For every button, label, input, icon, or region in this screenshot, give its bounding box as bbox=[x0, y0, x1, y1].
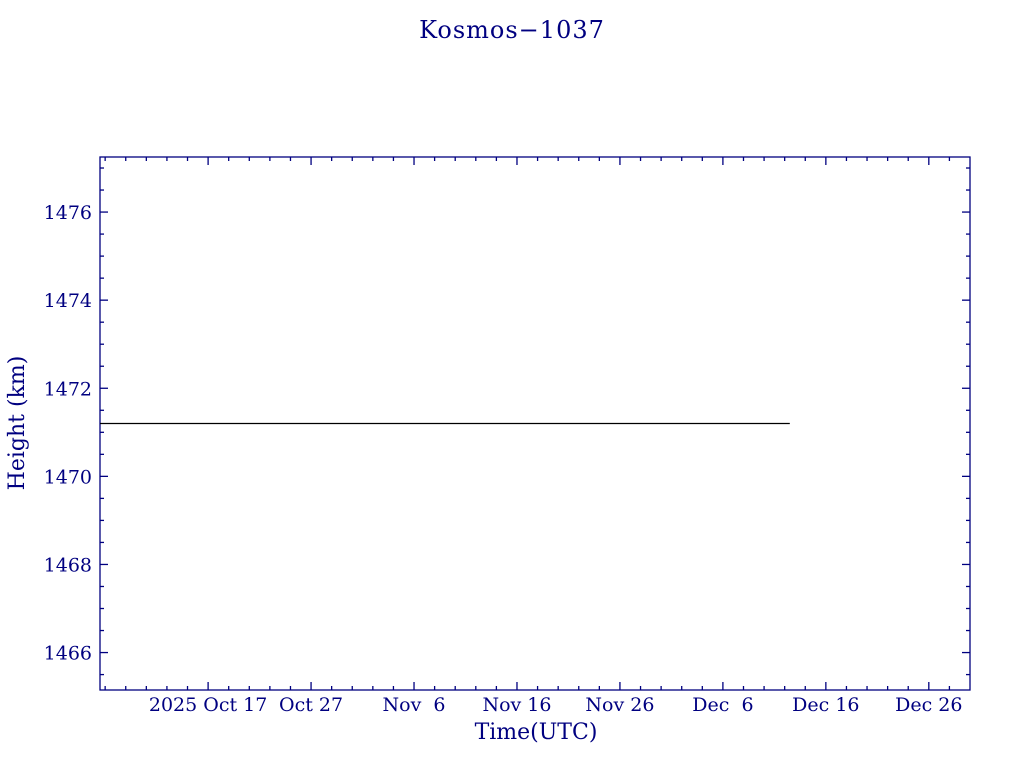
y-tick-label: 1468 bbox=[44, 554, 92, 576]
y-axis-label: Height (km) bbox=[5, 356, 30, 491]
y-tick-label: 1470 bbox=[44, 466, 92, 488]
x-tick-label: 2025 Oct 17 bbox=[149, 694, 267, 716]
x-axis-label: Time(UTC) bbox=[475, 720, 598, 745]
plot-box: 2025 Oct 17 Oct 27 Nov 6 Nov 16 Nov 26 Dec 6 D… bbox=[44, 156, 971, 716]
chart-title: Kosmos−1037 bbox=[419, 16, 605, 44]
y-tick-label: 1466 bbox=[44, 643, 92, 665]
x-tick-label: Nov 26 bbox=[585, 694, 654, 716]
y-tick-label: 1476 bbox=[44, 202, 92, 224]
x-tick-label: Oct 27 bbox=[279, 694, 343, 716]
x-tick-label: Nov 16 bbox=[482, 694, 551, 716]
y-tick-label: 1472 bbox=[44, 378, 92, 400]
x-tick-label: Dec 26 bbox=[895, 694, 962, 716]
y-tick-label: 1474 bbox=[44, 290, 92, 312]
x-tick-label: Dec 6 bbox=[692, 694, 753, 716]
x-tick-label: Nov 6 bbox=[383, 694, 446, 716]
x-tick-label: Dec 16 bbox=[792, 694, 859, 716]
